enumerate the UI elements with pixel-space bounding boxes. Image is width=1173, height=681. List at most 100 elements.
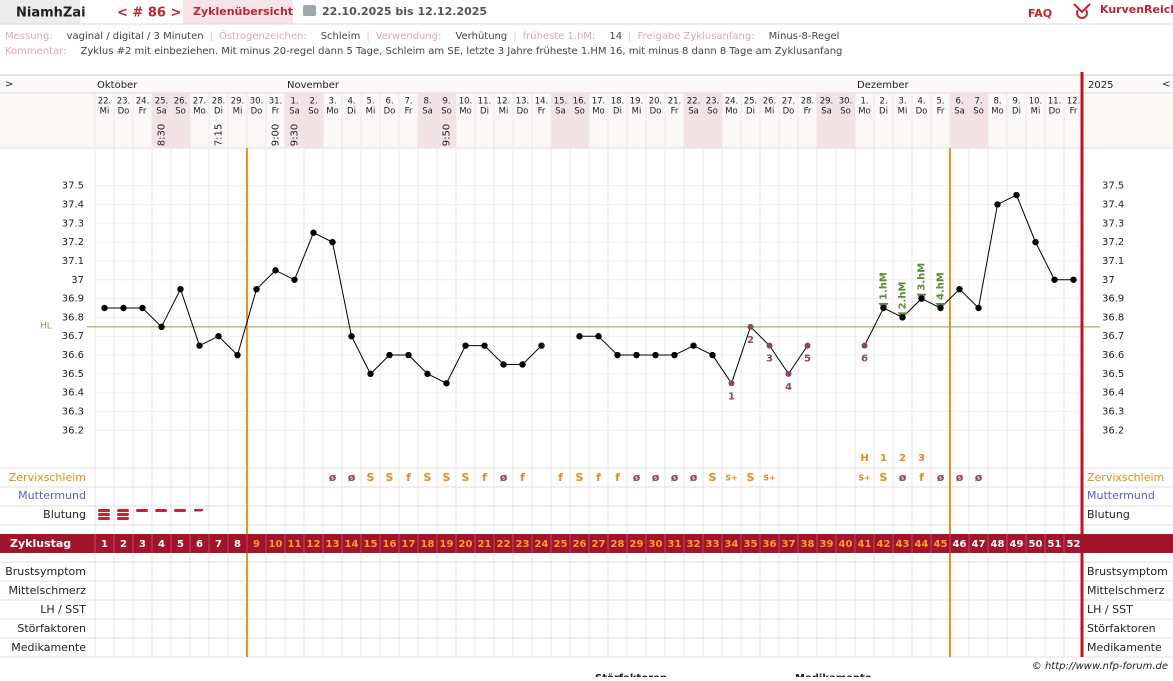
y-tick-label: 36.8 (62, 312, 84, 323)
below-label: Störfaktoren (595, 673, 667, 677)
weekday: Sa (821, 107, 832, 117)
hm-label: 2.hM (898, 282, 909, 310)
mucus: f (615, 471, 620, 484)
cycle-day: 19 (440, 539, 454, 550)
cycle-day: 25 (554, 539, 568, 550)
mucus: f (919, 471, 924, 484)
cycle-day: 15 (364, 539, 378, 550)
temperature-point (120, 304, 127, 312)
info-value: vaginal / digital / 3 Minuten (66, 31, 204, 42)
temperature-point (937, 304, 944, 312)
day-number: 10. (459, 97, 473, 107)
comment: Zyklus #2 mit einbeziehen. Mit minus 20-… (80, 46, 843, 57)
temperature-point (728, 380, 735, 387)
below-label: Medikamente (795, 673, 872, 677)
cycle-day: 2 (120, 539, 127, 550)
info-value: Schleim (320, 31, 361, 42)
lower-label-right: LH / SST (1087, 603, 1133, 616)
cycle-day: 52 (1067, 539, 1081, 550)
row-label: Zervixschleim (9, 471, 86, 484)
cycle-day: 8 (234, 539, 241, 550)
lower-label: Medikamente (11, 641, 86, 654)
weekday: So (308, 107, 319, 117)
weekday: Do (650, 107, 662, 117)
y-tick-label-right: 36.4 (1102, 388, 1124, 399)
mucus: ø (690, 471, 698, 484)
weekday: Mi (100, 107, 110, 117)
weekday: So (574, 107, 585, 117)
cycle-label: Zyklustag (10, 537, 71, 550)
overview-box (183, 0, 293, 24)
temperature-point (576, 333, 583, 340)
cycle-day: 45 (934, 539, 948, 550)
day-number: 12. (497, 97, 511, 107)
weekday: Mo (991, 107, 1004, 117)
weekday: Mi (765, 107, 775, 117)
day-number: 7. (404, 97, 412, 107)
brand[interactable]: KurvenReich (1100, 3, 1173, 16)
weekday: Sa (954, 107, 965, 117)
weekday: Mo (326, 107, 339, 117)
cycle-day: 30 (649, 539, 663, 550)
temperature-point (861, 342, 868, 349)
mucus: ø (348, 471, 356, 484)
lower-label: Mittelschmerz (8, 584, 86, 597)
day-number: 30. (839, 97, 853, 107)
cycle-day: 46 (953, 539, 967, 550)
temperature-point (367, 370, 374, 378)
cycle-day: 3 (139, 539, 146, 550)
weekday: Mo (725, 107, 738, 117)
lower-label-right: Medikamente (1087, 641, 1162, 654)
mucus: ø (937, 471, 945, 484)
temperature-point (424, 370, 431, 378)
weekday: Di (746, 107, 755, 117)
mucus: S+ (725, 474, 737, 483)
day-number: 23. (706, 97, 720, 107)
nav-right: < (1162, 79, 1170, 90)
weekday: So (707, 107, 718, 117)
nav-left: > (5, 79, 13, 90)
temperature-point (614, 351, 621, 359)
day-number: 2. (879, 97, 887, 107)
separator: | (513, 31, 517, 42)
mucus: S (576, 471, 584, 484)
time: 7:15 (214, 124, 225, 146)
info-label: Östrogenzeichen: (218, 31, 307, 42)
mucus: ø (329, 471, 337, 484)
y-tick-label: 37.1 (62, 256, 84, 267)
weekend-shade (817, 93, 836, 148)
y-tick-label: 36.2 (62, 425, 84, 436)
cycle-day: 33 (706, 539, 720, 550)
weekday: Mo (459, 107, 472, 117)
cycle-day: 32 (687, 539, 701, 550)
footer: © http://www.nfp-forum.de (1032, 661, 1168, 672)
weekday: Mo (858, 107, 871, 117)
temperature-point (633, 351, 640, 359)
info-value: 14 (609, 31, 623, 42)
cycle-nav[interactable]: < # 86 > (117, 6, 181, 21)
day-number: 27. (193, 97, 207, 107)
row-label-right: Blutung (1087, 508, 1130, 521)
mucus: S (709, 471, 717, 484)
lower-label-right: Brustsymptom (1087, 565, 1168, 578)
print-icon[interactable] (303, 5, 316, 16)
day-number: 11. (1048, 97, 1062, 107)
time: 9:00 (271, 124, 282, 146)
y-tick-label-right: 36.3 (1102, 407, 1124, 418)
temperature-point (671, 351, 678, 359)
mucus: S+ (763, 474, 775, 483)
row-label-right: Muttermund (1087, 489, 1155, 502)
day-number: 3. (898, 97, 906, 107)
time: 8:30 (157, 124, 168, 146)
mucus-peak: 3 (918, 453, 925, 464)
weekend-shade (171, 93, 190, 148)
faq-link[interactable]: FAQ (1028, 7, 1052, 20)
weekend-shade (684, 93, 703, 148)
day-number: 12. (1067, 97, 1081, 107)
comment-line: Kommentar: Zyklus #2 mit einbeziehen. Mit… (5, 44, 848, 59)
y-tick-label: 37.4 (62, 199, 84, 210)
overview-link[interactable]: Zyklenübersicht (193, 5, 293, 18)
cycle-day: 39 (820, 539, 834, 550)
weekend-shade (570, 93, 589, 148)
weekday: Mo (193, 107, 206, 117)
